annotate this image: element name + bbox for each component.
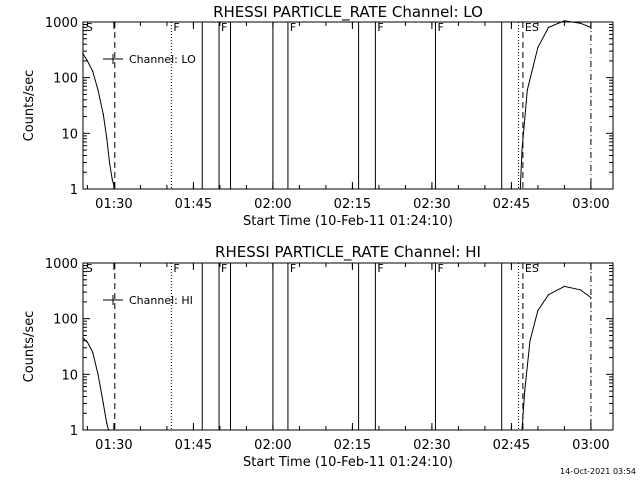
data-series-line	[521, 285, 592, 431]
x-tick-label: 03:00	[572, 438, 609, 453]
x-tick-label: 02:30	[413, 197, 450, 212]
x-tick-label: 02:45	[493, 438, 530, 453]
plot-frame	[82, 21, 614, 190]
data-point	[563, 285, 566, 287]
y-axis-label: Counts/sec	[22, 70, 37, 142]
y-tick-label: 100	[53, 72, 78, 87]
event-label: F	[173, 21, 179, 34]
y-axis-label: Counts/sec	[22, 311, 37, 383]
event-label: F	[173, 262, 179, 275]
data-point	[547, 294, 550, 296]
data-series-line	[82, 337, 110, 431]
data-point	[547, 26, 550, 28]
data-point	[524, 390, 526, 392]
data-point	[97, 89, 99, 91]
x-tick-label: 01:45	[175, 197, 212, 212]
y-tick-label: 10	[61, 368, 78, 383]
x-tick-label: 02:45	[493, 197, 530, 212]
x-axis-label: Start Time (10-Feb-11 01:24:10)	[243, 214, 453, 229]
data-point	[526, 89, 528, 91]
data-point	[108, 429, 110, 431]
event-label: F	[377, 21, 383, 34]
y-tick-label: 1000	[45, 257, 78, 272]
event-label: F	[290, 21, 296, 34]
data-point	[92, 351, 94, 353]
chart-panel-hi: RHESSI PARTICLE_RATE Channel: HI S F F F F F ES…	[22, 243, 614, 470]
legend-label: Channel: HI	[129, 294, 193, 307]
data-point	[102, 113, 104, 115]
data-series-line	[82, 53, 116, 190]
event-label: ES	[525, 262, 539, 275]
data-point	[590, 26, 592, 28]
event-label: F	[221, 21, 227, 34]
x-tick-label: 01:30	[95, 438, 132, 453]
data-point	[102, 402, 104, 405]
data-point	[97, 373, 99, 375]
data-point	[537, 309, 539, 312]
data-point	[519, 188, 521, 190]
data-point	[114, 188, 116, 190]
event-label: F	[221, 262, 227, 275]
x-tick-label: 03:00	[572, 197, 609, 212]
data-point	[108, 161, 111, 164]
legend-label: Channel: LO	[129, 53, 196, 66]
x-tick-label: 02:00	[254, 438, 291, 453]
data-point	[82, 337, 84, 339]
data-point	[106, 138, 108, 140]
plot-frame	[82, 262, 614, 431]
y-tick-label: 1	[70, 183, 78, 198]
chart-title: RHESSI PARTICLE_RATE Channel: LO	[213, 3, 483, 22]
data-point	[579, 289, 581, 291]
data-point	[111, 178, 113, 180]
data-point	[86, 341, 89, 343]
data-point	[86, 60, 89, 62]
data-point	[106, 423, 108, 425]
event-label: F	[437, 21, 443, 34]
chart-panel-lo: RHESSI PARTICLE_RATE Channel: LO S F F F F F ES…	[22, 3, 614, 229]
data-point	[537, 46, 539, 48]
event-label: F	[290, 262, 296, 275]
x-tick-label: 02:30	[413, 438, 450, 453]
data-series-line	[519, 20, 592, 190]
data-point	[529, 340, 531, 342]
x-tick-label: 01:45	[175, 438, 212, 453]
y-tick-label: 1	[70, 424, 78, 439]
event-label: ES	[525, 21, 539, 34]
y-tick-label: 10	[61, 127, 78, 142]
data-point	[563, 20, 566, 22]
event-label: S	[86, 21, 93, 34]
event-label: S	[86, 262, 93, 275]
y-tick-label: 100	[53, 313, 78, 328]
data-point	[521, 429, 523, 431]
y-tick-label: 1000	[45, 16, 78, 31]
data-point	[92, 70, 94, 72]
data-point	[590, 296, 592, 299]
data-point	[579, 22, 581, 24]
chart-title: RHESSI PARTICLE_RATE Channel: HI	[215, 243, 481, 262]
x-tick-label: 02:15	[334, 438, 371, 453]
x-tick-label: 02:15	[334, 197, 371, 212]
x-tick-label: 01:30	[95, 197, 132, 212]
data-point	[82, 53, 84, 55]
x-axis-label: Start Time (10-Feb-11 01:24:10)	[243, 455, 453, 470]
footer-timestamp: 14-Oct-2021 03:54	[560, 467, 636, 476]
data-point	[521, 149, 523, 151]
x-tick-label: 02:00	[254, 197, 291, 212]
event-label: F	[437, 262, 443, 275]
event-label: F	[377, 262, 383, 275]
